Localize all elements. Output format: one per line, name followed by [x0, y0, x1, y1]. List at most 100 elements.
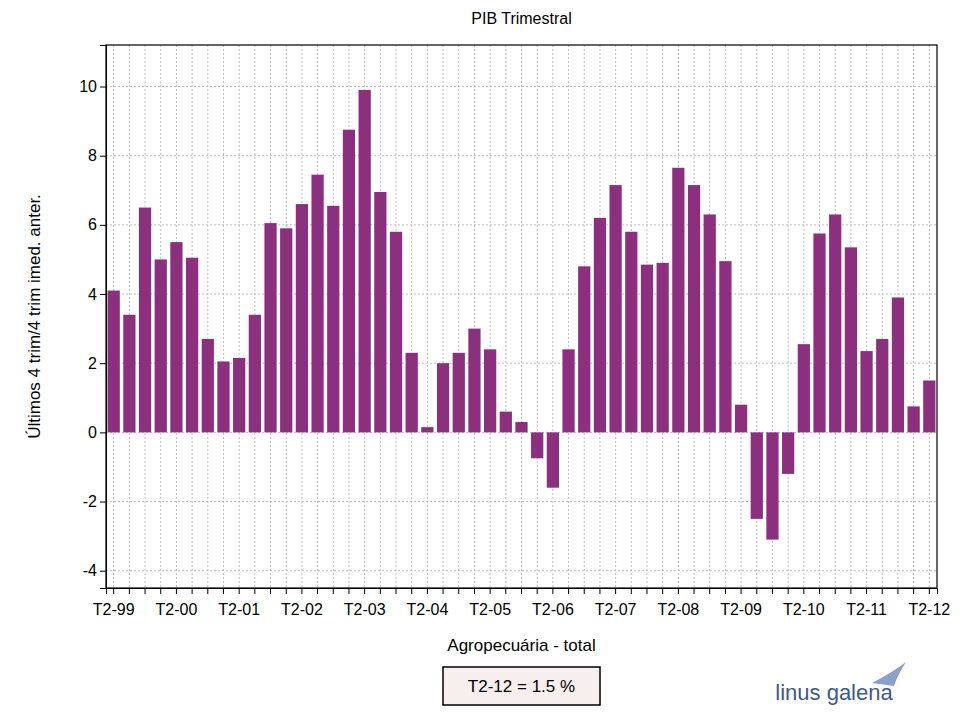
bar [813, 233, 825, 432]
tick-mark [756, 588, 757, 594]
bar [782, 432, 794, 474]
tick [835, 588, 836, 594]
grid [106, 45, 937, 588]
tick-mark [709, 588, 710, 594]
x-axis: T2-99T2-00T2-01T2-02T2-03T2-04T2-05T2-06… [93, 588, 951, 618]
tick-mark [100, 87, 106, 88]
tick: T2-09 [720, 588, 762, 618]
bar [908, 406, 920, 432]
bar [170, 242, 182, 432]
tick-label: 6 [88, 216, 97, 233]
bar [798, 344, 810, 432]
grid-line [427, 45, 428, 588]
tick-mark [615, 588, 616, 594]
tick-mark [100, 294, 106, 295]
tick [254, 588, 255, 594]
tick-mark [333, 588, 334, 594]
logo-text: linus galena [775, 680, 893, 705]
tick: 2 [88, 355, 106, 372]
tick: T2-99 [93, 588, 135, 618]
tick [458, 588, 459, 594]
bar [359, 90, 371, 432]
bar [233, 358, 245, 432]
bar [688, 185, 700, 432]
grid-line [458, 45, 459, 588]
tick-mark [803, 588, 804, 594]
tick-mark [772, 588, 773, 594]
tick: 10 [79, 78, 106, 95]
tick-mark [819, 588, 820, 594]
tick [521, 588, 522, 594]
grid-line [568, 45, 569, 588]
frame [106, 45, 937, 588]
tick-mark [552, 588, 553, 594]
tick-label: 0 [88, 424, 97, 441]
tick-mark [584, 588, 585, 594]
logo: linus galena [775, 662, 906, 705]
tick-mark [348, 588, 349, 594]
tick-mark [100, 225, 106, 226]
bar [123, 315, 135, 433]
grid-line [474, 45, 475, 588]
bar [421, 427, 433, 432]
grid-line [443, 45, 444, 588]
bar [139, 208, 151, 433]
grid-line [537, 45, 538, 588]
bar [374, 192, 386, 432]
tick-mark [192, 588, 193, 594]
grid-line [505, 45, 506, 588]
grid-line [106, 155, 937, 156]
grid-line [552, 45, 553, 588]
tick [317, 588, 318, 594]
grid-line [882, 45, 883, 588]
bar [264, 223, 276, 432]
tick-mark [835, 588, 836, 594]
bar [108, 291, 120, 433]
tick-mark [364, 588, 365, 594]
tick [129, 588, 130, 594]
tick [207, 588, 208, 594]
bar [437, 363, 449, 432]
tick: 4 [88, 286, 106, 303]
bar [406, 353, 418, 433]
tick: T2-10 [783, 588, 825, 618]
tick-mark [505, 588, 506, 594]
tick [474, 588, 475, 594]
tick [725, 588, 726, 594]
tick: -4 [83, 562, 106, 579]
grid-line [490, 45, 491, 588]
bar [280, 228, 292, 432]
tick [380, 588, 381, 594]
tick [709, 588, 710, 594]
tick [694, 588, 695, 594]
bar [562, 349, 574, 432]
tick-label: -2 [83, 493, 97, 510]
tick [850, 588, 851, 594]
tick [223, 588, 224, 594]
tick-mark [631, 588, 632, 594]
tick-label: 10 [79, 78, 97, 95]
tick [631, 588, 632, 594]
tick [145, 588, 146, 594]
tick: T2-00 [156, 588, 198, 618]
tick-label: T2-06 [532, 601, 574, 618]
tick: -2 [83, 493, 106, 510]
tick-mark [474, 588, 475, 594]
tick: T2-04 [406, 588, 448, 618]
grid-line [239, 45, 240, 588]
bar [531, 432, 543, 458]
tick-mark [100, 432, 106, 433]
bar [641, 265, 653, 433]
tick-mark [100, 156, 106, 157]
tick-mark [788, 588, 789, 594]
tick [396, 588, 397, 594]
annotation-box [443, 667, 600, 705]
tick [897, 588, 898, 594]
tick-mark [490, 588, 491, 594]
bar [625, 232, 637, 433]
tick-label: -4 [83, 562, 97, 579]
tick-label: T2-11 [846, 601, 887, 618]
bar [609, 185, 621, 432]
bar [923, 380, 935, 432]
bars [108, 90, 936, 540]
